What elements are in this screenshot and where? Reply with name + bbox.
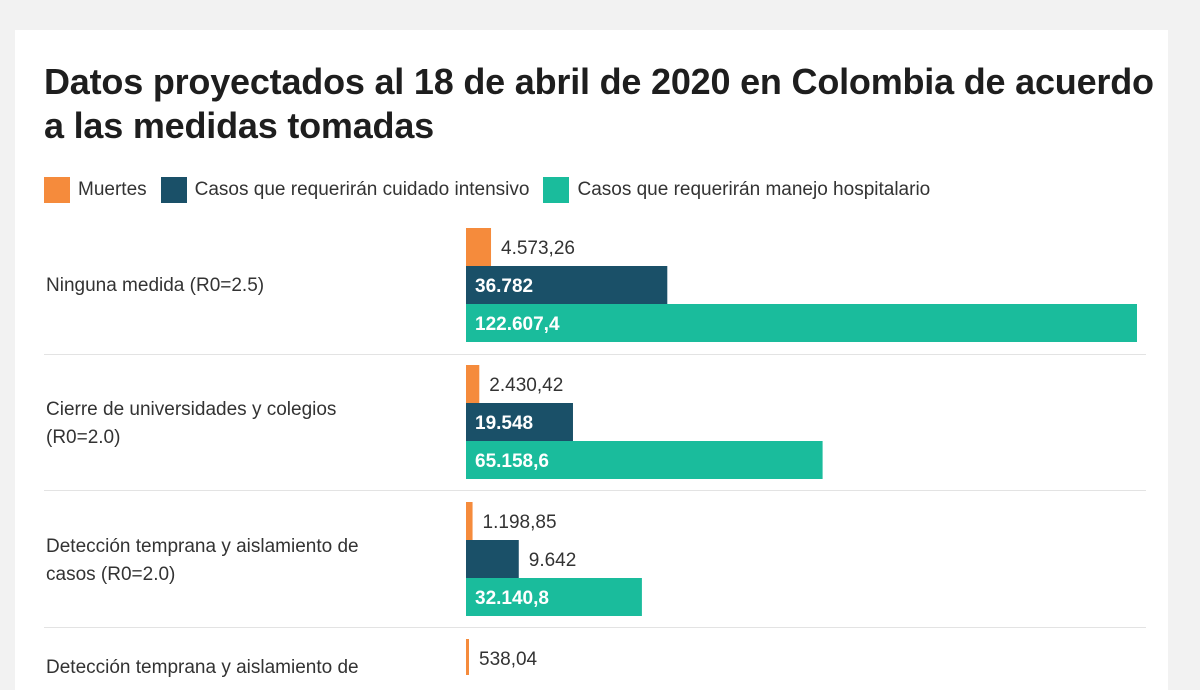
legend-item-manejo-hospitalario: Casos que requerirán manejo hospitalario xyxy=(543,177,930,203)
category-label-line: casos (R0=2.0) xyxy=(46,564,176,585)
category-label-ninguna-medida: Ninguna medida (R0=2.5) xyxy=(46,272,446,300)
legend-item-muertes: Muertes xyxy=(44,177,147,203)
bar-muertes xyxy=(466,365,480,403)
bar-cuidado-intensivo xyxy=(466,403,573,441)
category-label-line: (R0=2.0) xyxy=(46,427,121,448)
bar-cuidado-intensivo xyxy=(466,540,519,578)
category-label-line: Detección temprana y aislamiento de xyxy=(46,536,359,557)
bar-manejo-hospitalario xyxy=(466,578,642,616)
category-label-deteccion-temprana-2: Detección temprana y aislamiento de xyxy=(46,654,446,682)
chart-title: Datos proyectados al 18 de abril de 2020… xyxy=(44,61,1154,146)
data-label-muertes: 2.430,42 xyxy=(489,375,563,396)
row-divider xyxy=(44,627,1146,628)
category-label-line: Detección temprana y aislamiento de xyxy=(46,657,359,678)
bar-chart: 4.573,26 36.782 122.607,4 2.430,42 19.548 65.… xyxy=(466,228,1137,675)
row-divider xyxy=(44,490,1146,491)
data-label-cuidado-intensivo: 9.642 xyxy=(529,550,577,571)
legend-label-manejo-hospitalario: Casos que requerirán manejo hospitalario xyxy=(577,179,931,200)
row-divider xyxy=(44,354,1146,355)
bar-manejo-hospitalario xyxy=(466,304,1137,342)
data-label-muertes: 538,04 xyxy=(479,649,538,670)
bar-muertes xyxy=(466,639,469,675)
data-label-cuidado-intensivo: 36.782 xyxy=(475,276,533,297)
bar-cuidado-intensivo xyxy=(466,266,668,304)
category-label-line: Ninguna medida (R0=2.5) xyxy=(46,275,265,296)
data-label-muertes: 1.198,85 xyxy=(483,512,557,533)
category-label-deteccion-temprana: Detección temprana y aislamiento de caso… xyxy=(46,533,446,589)
legend-swatch-manejo-hospitalario xyxy=(543,177,570,203)
data-label-manejo-hospitalario: 65.158,6 xyxy=(475,451,549,472)
legend-label-cuidado-intensivo: Casos que requerirán cuidado intensivo xyxy=(194,179,530,200)
bar-manejo-hospitalario xyxy=(466,441,823,479)
legend-label-muertes: Muertes xyxy=(78,179,147,200)
legend-item-cuidado-intensivo: Casos que requerirán cuidado intensivo xyxy=(160,177,530,203)
legend-swatch-cuidado-intensivo xyxy=(160,177,187,203)
bar-muertes xyxy=(466,228,492,266)
data-label-manejo-hospitalario: 32.140,8 xyxy=(475,588,549,609)
legend: Muertes Casos que requerirán cuidado int… xyxy=(44,176,944,204)
data-label-muertes: 4.573,26 xyxy=(501,238,575,259)
data-label-cuidado-intensivo: 19.548 xyxy=(475,413,533,434)
category-label-line: Cierre de universidades y colegios xyxy=(46,399,337,420)
data-label-manejo-hospitalario: 122.607,4 xyxy=(475,314,560,335)
category-label-cierre-universidades: Cierre de universidades y colegios (R0=2… xyxy=(46,396,446,452)
legend-swatch-muertes xyxy=(44,177,70,203)
bar-muertes xyxy=(466,502,473,540)
